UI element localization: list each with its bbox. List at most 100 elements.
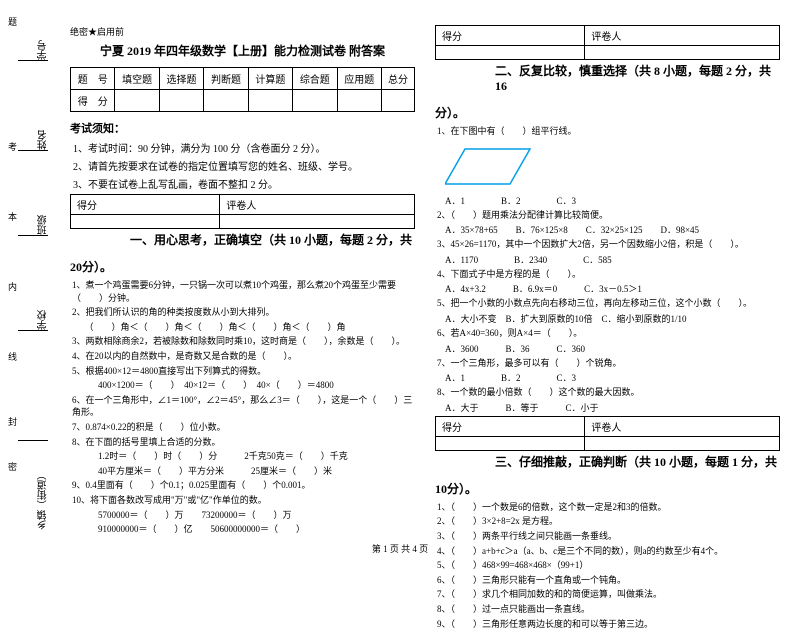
- seal-mark: 题: [8, 15, 17, 28]
- q-item: 8、（ ）过一点只能画出一条直线。: [435, 603, 780, 616]
- mini-score-h1: 得分: [436, 416, 585, 436]
- seal-mark: 本: [8, 210, 17, 223]
- td-empty: [381, 90, 414, 112]
- th-fill: 填空题: [115, 68, 159, 90]
- page-footer: 第 1 页 共 4 页: [0, 542, 800, 555]
- seal-mark: 封: [8, 415, 17, 428]
- q-item: 6、若A×40=360，则A×4＝（ ）。: [435, 327, 780, 340]
- td-empty: [585, 436, 780, 450]
- notice-item: 2、请首先按要求在试卷的指定位置填写您的姓名、班级、学号。: [70, 158, 415, 173]
- th-compre: 综合题: [293, 68, 337, 90]
- exam-title: 宁夏 2019 年四年级数学【上册】能力检测试卷 附答案: [70, 42, 415, 59]
- score-table: 题 号 填空题 选择题 判断题 计算题 综合题 应用题 总分 得 分: [70, 67, 415, 112]
- td-score-label: 得 分: [71, 90, 115, 112]
- seal-mark: 内: [8, 280, 17, 293]
- q-item: 4、在20以内的自然数中，是奇数又是合数的是（ ）。: [70, 350, 415, 363]
- option-row: A．3600 B．36 C．360: [435, 342, 780, 355]
- q-item: 400×1200＝（ ） 40×12＝（ ） 40×（ ）＝4800: [70, 379, 415, 392]
- q-item: 7、一个三角形，最多可以有（ ）个锐角。: [435, 357, 780, 370]
- td-empty: [204, 90, 248, 112]
- table-row: 得分 评卷人: [436, 416, 780, 436]
- margin-banji: 班级: [36, 215, 51, 235]
- notice-item: 1、考试时间：90 分钟，满分为 100 分（含卷面分 2 分）。: [70, 140, 415, 155]
- table-row: 得分 评卷人: [436, 26, 780, 46]
- section-3-title: 三、仔细推敲，正确判断（共 10 小题，每题 1 分，共: [435, 453, 780, 470]
- q-item: 910000000＝（ ）亿 50600000000＝（ ）: [70, 523, 415, 536]
- mini-score-h2: 评卷人: [220, 195, 415, 215]
- secret-label: 绝密★启用前: [70, 25, 415, 38]
- q-item: 3、（ ）两条平行线之间只能画一条垂线。: [435, 530, 780, 543]
- two-column-layout: 绝密★启用前 宁夏 2019 年四年级数学【上册】能力检测试卷 附答案 题 号 …: [0, 0, 800, 530]
- mini-score-h2: 评卷人: [585, 26, 780, 46]
- q-item: 9、0.4里面有（ ）个0.1；0.025里面有（ ）个0.001。: [70, 479, 415, 492]
- section-1-title: 一、用心思考，正确填空（共 10 小题，每题 2 分，共: [70, 231, 415, 248]
- q-item: 9、（ ）三角形任意两边长度的和可以等于第三边。: [435, 618, 780, 630]
- td-empty: [71, 215, 220, 229]
- left-margin-labels: 学号 姓名 班级 学校 乡镇（街道） 题 考 本 内 线 封 密: [8, 0, 58, 565]
- th-num: 题 号: [71, 68, 115, 90]
- th-choice: 选择题: [159, 68, 203, 90]
- option-row: A．大小不变 B．扩大到原数的10倍 C．缩小到原数的1/10: [435, 312, 780, 325]
- seal-mark: 密: [8, 460, 17, 473]
- q-item: 1、（ ）一个数是6的倍数，这个数一定是2和3的倍数。: [435, 501, 780, 514]
- th-calc: 计算题: [248, 68, 292, 90]
- td-empty: [585, 46, 780, 60]
- q-item: 6、（ ）三角形只能有一个直角或一个钝角。: [435, 574, 780, 587]
- section-3-pts: 10分）。: [435, 480, 780, 497]
- th-total: 总分: [381, 68, 414, 90]
- th-app: 应用题: [337, 68, 381, 90]
- margin-xingming: 姓名: [36, 130, 51, 150]
- parallelogram-svg: [445, 144, 535, 189]
- parallelogram-figure: [445, 144, 780, 192]
- td-empty: [293, 90, 337, 112]
- q-item: 5、（ ）468×99=468×468×（99+1）: [435, 559, 780, 572]
- q-item: 8、在下面的括号里填上合适的分数。: [70, 436, 415, 449]
- table-row: 题 号 填空题 选择题 判断题 计算题 综合题 应用题 总分: [71, 68, 415, 90]
- section-1-pts: 20分）。: [70, 258, 415, 275]
- margin-xuehao: 学号: [36, 40, 51, 60]
- q-item: 7、0.874×0.22的积是（ ）位小数。: [70, 421, 415, 434]
- margin-line: [18, 60, 48, 61]
- option-row: A．4x+3.2 B．6.9x＝0 C．3x－0.5＞1: [435, 282, 780, 295]
- th-judge: 判断题: [204, 68, 248, 90]
- table-row: [436, 436, 780, 450]
- q-item: 1、在下图中有（ ）组平行线。: [435, 125, 780, 138]
- option-row: A．1 B．2 C．3: [435, 371, 780, 384]
- section-2-pts: 分）。: [435, 104, 780, 121]
- mini-score-h1: 得分: [71, 195, 220, 215]
- seal-mark: 考: [8, 140, 17, 153]
- margin-line: [18, 150, 48, 151]
- table-row: 得 分: [71, 90, 415, 112]
- q-item: 3、45×26=1170，其中一个因数扩大2倍，另一个因数缩小2倍，积是（ ）。: [435, 238, 780, 251]
- mini-score-table: 得分 评卷人: [70, 194, 415, 229]
- table-row: 得分 评卷人: [71, 195, 415, 215]
- q-item: 5、根据400×12＝4800直接写出下列算式的得数。: [70, 365, 415, 378]
- q-item: 1.2时＝（ ）时（ ）分 2千克50克＝（ ）千克: [70, 450, 415, 463]
- q-item: 2、把我们所认识的角的种类按度数从小到大排列。: [70, 306, 415, 319]
- td-empty: [436, 46, 585, 60]
- td-empty: [248, 90, 292, 112]
- right-column: 得分 评卷人 二、反复比较，慎重选择（共 8 小题，每题 2 分，共 16 分）…: [435, 25, 780, 520]
- q-item: 10、将下面各数改写成用"万"或"亿"作单位的数。: [70, 494, 415, 507]
- q-item: 2、（ ）3×2+8=2x 是方程。: [435, 515, 780, 528]
- option-row: A．35×78+65 B．76×125×8 C．32×25×125 D．98×4…: [435, 223, 780, 236]
- option-row: A．大于 B．等于 C．小于: [435, 401, 780, 414]
- td-empty: [220, 215, 415, 229]
- mini-score-table: 得分 评卷人: [435, 416, 780, 451]
- margin-line: [18, 440, 48, 441]
- mini-score-h2: 评卷人: [585, 416, 780, 436]
- td-empty: [115, 90, 159, 112]
- option-row: A．1 B．2 C．3: [435, 194, 780, 207]
- q-item: 4、下面式子中是方程的是（ ）。: [435, 268, 780, 281]
- notice-item: 3、不要在试卷上乱写乱画，卷面不整扣 2 分。: [70, 176, 415, 191]
- seal-mark: 线: [8, 350, 17, 363]
- mini-score-table: 得分 评卷人: [435, 25, 780, 60]
- q-item: 2、（ ）题用乘法分配律计算比较简便。: [435, 209, 780, 222]
- left-column: 绝密★启用前 宁夏 2019 年四年级数学【上册】能力检测试卷 附答案 题 号 …: [70, 25, 415, 520]
- q-item: 7、（ ）求几个相同加数的和的简便运算，叫做乘法。: [435, 588, 780, 601]
- q-item: 5、把一个小数的小数点先向右移动三位，再向左移动三位，这个小数（ ）。: [435, 297, 780, 310]
- q-item: 3、两数相除商余2，若被除数和除数同时乘10，这时商是（ ），余数是（ ）。: [70, 335, 415, 348]
- option-row: A．1170 B．2340 C．585: [435, 253, 780, 266]
- table-row: [71, 215, 415, 229]
- q-item: 1、煮一个鸡蛋需要6分钟，一只锅一次可以煮10个鸡蛋，那么煮20个鸡蛋至少需要（…: [70, 279, 415, 304]
